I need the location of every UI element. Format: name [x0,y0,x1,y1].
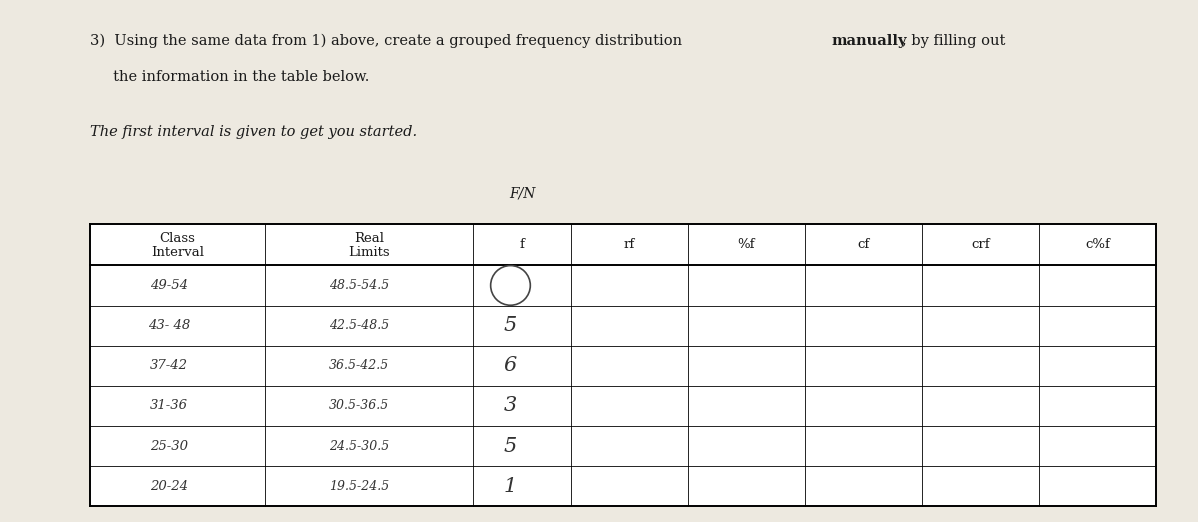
Text: F/N: F/N [509,187,536,201]
Text: manually: manually [831,34,907,48]
Text: %f: %f [738,239,755,252]
Text: 49-54: 49-54 [150,279,188,292]
Text: 36.5-42.5: 36.5-42.5 [329,359,389,372]
Text: 25-30: 25-30 [150,440,188,453]
Text: 3: 3 [504,396,518,416]
Text: 5: 5 [504,436,518,456]
Text: Interval: Interval [151,246,204,259]
Text: 24.5-30.5: 24.5-30.5 [329,440,389,453]
Text: 20-24: 20-24 [150,480,188,493]
Text: Limits: Limits [349,246,391,259]
Text: 48.5-54.5: 48.5-54.5 [329,279,389,292]
Text: 5: 5 [504,316,518,335]
Text: Real: Real [355,232,385,245]
Text: Class: Class [159,232,195,245]
Text: 30.5-36.5: 30.5-36.5 [329,399,389,412]
Text: f: f [520,239,525,252]
Text: 6: 6 [504,356,518,375]
Text: 37-42: 37-42 [150,359,188,372]
Text: 43- 48: 43- 48 [147,319,190,332]
Text: crf: crf [972,239,990,252]
Text: 42.5-48.5: 42.5-48.5 [329,319,389,332]
Text: 3)  Using the same data from 1) above, create a grouped frequency distribution: 3) Using the same data from 1) above, cr… [90,34,686,49]
Text: cf: cf [858,239,870,252]
Text: 19.5-24.5: 19.5-24.5 [329,480,389,493]
Text: The first interval is given to get you started.: The first interval is given to get you s… [90,125,417,139]
Text: 31-36: 31-36 [150,399,188,412]
Text: c%f: c%f [1085,239,1111,252]
Text: 1: 1 [504,477,518,496]
Bar [90,224,1156,506]
Text: rf: rf [624,239,635,252]
Text: the information in the table below.: the information in the table below. [90,70,369,85]
Text: , by filling out: , by filling out [902,34,1005,48]
